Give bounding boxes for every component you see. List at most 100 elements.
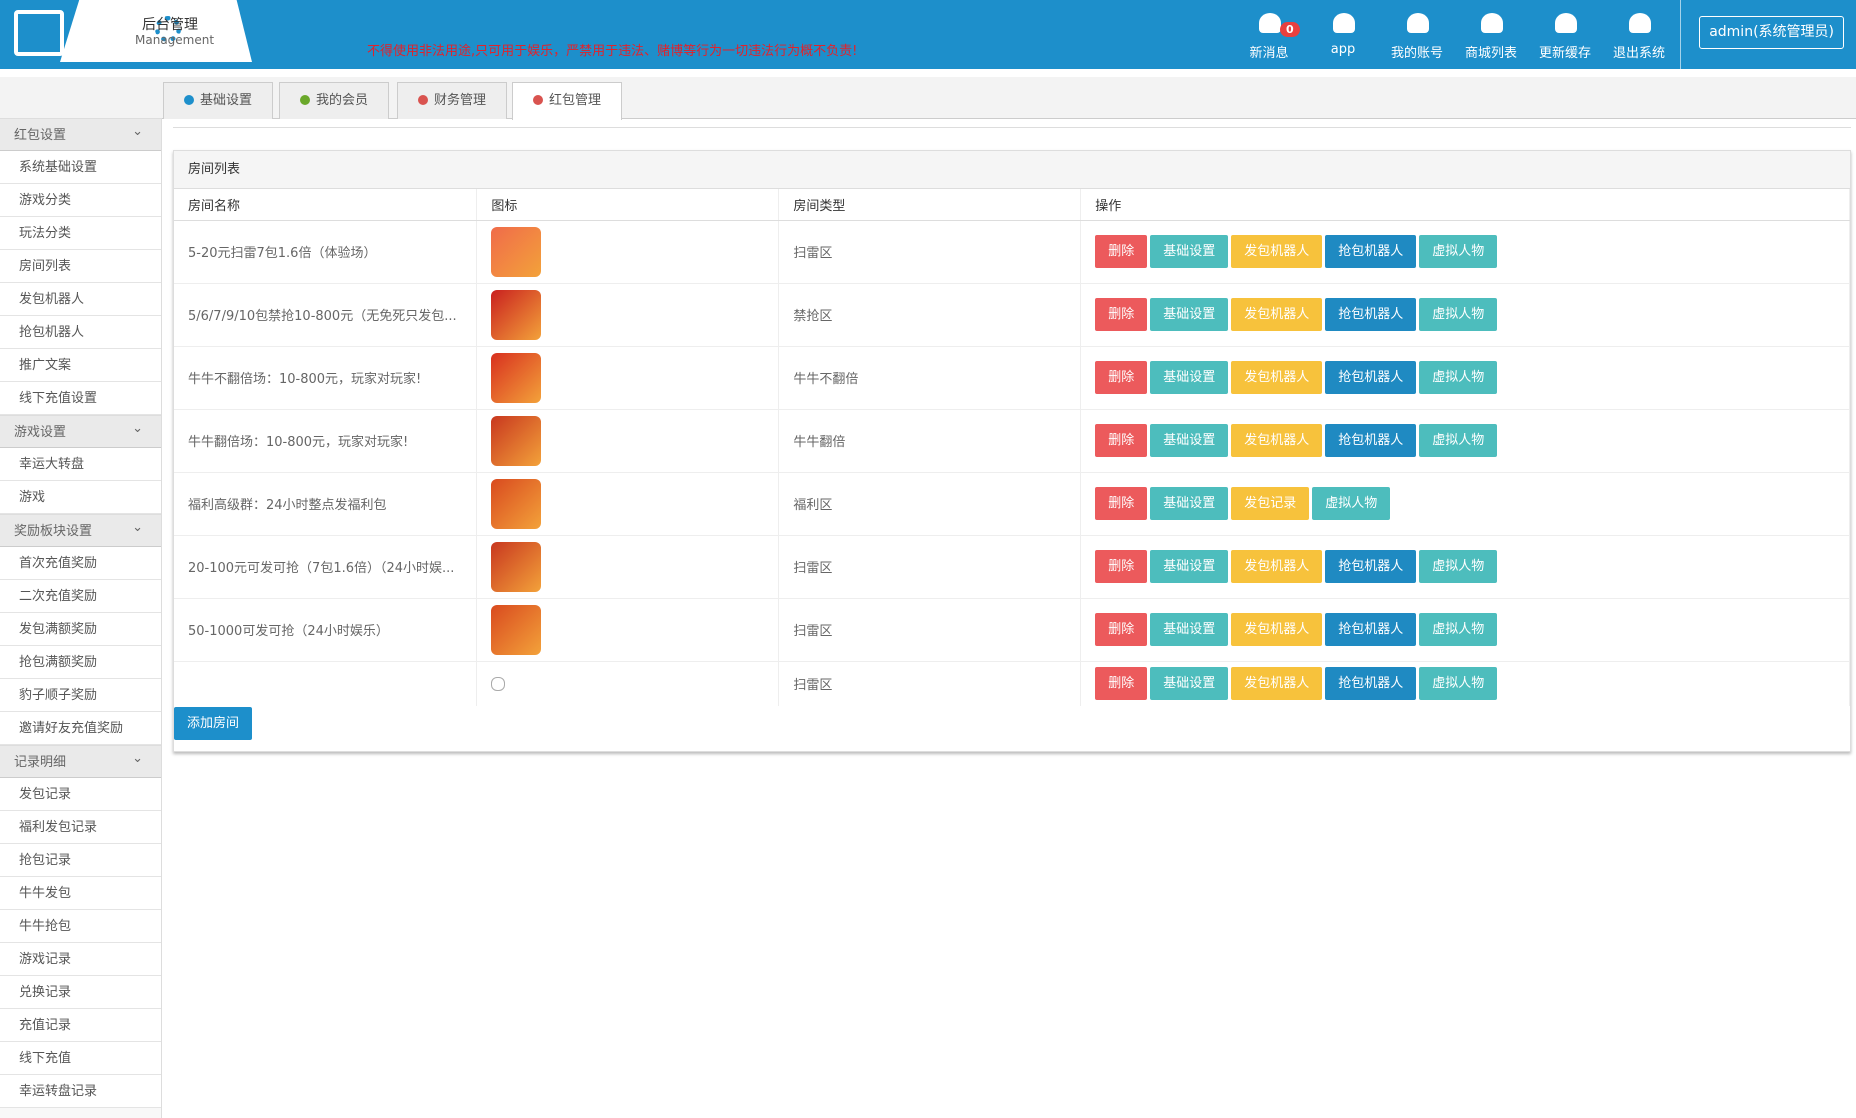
tab[interactable]: 我的会员: [279, 82, 390, 119]
sidebar-item[interactable]: 抢包记录: [0, 844, 161, 877]
action-button[interactable]: 发包机器人: [1231, 235, 1323, 268]
nav-item[interactable]: 退出系统: [1602, 0, 1676, 69]
column-header: 图标: [476, 189, 780, 221]
table-row: 5/6/7/9/10包禁抢10-800元（无免死只发包... 禁抢区 删除 基础设置发…: [174, 283, 1850, 347]
action-button[interactable]: 发包机器人: [1231, 298, 1323, 331]
panel: 房间列表 房间名称 图标 房间类型 操作 5-20元扫雷7包1.6倍（体验场） 扫雷区 删除…: [173, 150, 1851, 752]
action-button[interactable]: 虚拟人物: [1419, 667, 1498, 701]
action-button[interactable]: 抢包机器人: [1325, 298, 1417, 331]
action-button[interactable]: 基础设置: [1150, 235, 1229, 268]
sidebar-item[interactable]: 兑换记录: [0, 976, 161, 1009]
action-button[interactable]: 发包记录: [1231, 487, 1310, 520]
sidebar-item[interactable]: 发包满额奖励: [0, 613, 161, 646]
action-button[interactable]: 虚拟人物: [1419, 361, 1498, 394]
action-button[interactable]: 基础设置: [1150, 298, 1229, 331]
action-button[interactable]: 删除: [1095, 667, 1148, 701]
sidebar-item[interactable]: 豹子顺子奖励: [0, 679, 161, 712]
action-button[interactable]: 基础设置: [1150, 424, 1229, 457]
action-button[interactable]: 发包机器人: [1231, 667, 1323, 701]
sidebar-item[interactable]: 发包机器人: [0, 283, 161, 316]
nav-item[interactable]: app: [1306, 0, 1380, 69]
nav-item[interactable]: 商城列表: [1454, 0, 1528, 69]
room-icon: [491, 676, 506, 691]
sidebar-item[interactable]: 邀请好友充值奖励: [0, 712, 161, 745]
nav-item[interactable]: 我的账号: [1380, 0, 1454, 69]
action-button[interactable]: 虚拟人物: [1419, 424, 1498, 457]
action-button[interactable]: 删除: [1095, 550, 1148, 583]
add-button[interactable]: 添加房间: [174, 707, 253, 740]
action-button[interactable]: 删除: [1095, 361, 1148, 394]
sidebar-item[interactable]: 推广文案: [0, 349, 161, 382]
sidebar-group[interactable]: 游戏设置: [0, 412, 161, 448]
tab-bar: 基础设置 我的会员 财务管理 红包管理: [0, 77, 1856, 120]
sidebar-item[interactable]: 二次充值奖励: [0, 580, 161, 613]
tab-icon: [184, 95, 194, 105]
sidebar-item[interactable]: 系统基础设置: [0, 151, 161, 184]
action-button[interactable]: 虚拟人物: [1419, 613, 1498, 646]
room-type: 扫雷区: [778, 220, 1082, 284]
actions-cell: 删除 基础设置 发包机器人 抢包机器人 虚拟人物: [1080, 535, 1850, 599]
action-button[interactable]: 虚拟人物: [1419, 298, 1498, 331]
sidebar-item[interactable]: 线下充值设置: [0, 382, 161, 415]
room-icon: [491, 541, 542, 592]
sidebar-item[interactable]: 抢包机器人: [0, 316, 161, 349]
sidebar-group[interactable]: 红包设置: [0, 115, 161, 151]
action-button[interactable]: 虚拟人物: [1419, 235, 1498, 268]
icon-cell: [476, 220, 780, 284]
action-button[interactable]: 虚拟人物: [1419, 550, 1498, 583]
action-button[interactable]: 抢包机器人: [1325, 550, 1417, 583]
sidebar-item[interactable]: 发包记录: [0, 778, 161, 811]
actions-cell: 删除 基础设置 发包记录 虚拟人物: [1080, 472, 1850, 536]
action-button[interactable]: 基础设置: [1150, 361, 1229, 394]
action-button[interactable]: 抢包机器人: [1325, 235, 1417, 268]
nav-icon: [1555, 13, 1577, 33]
sidebar-item[interactable]: 牛牛抢包: [0, 910, 161, 943]
sidebar-item[interactable]: 幸运转盘记录: [0, 1075, 161, 1108]
sidebar-item[interactable]: 抢包满额奖励: [0, 646, 161, 679]
action-button[interactable]: 基础设置: [1150, 613, 1229, 646]
actions-cell: 删除 基础设置 发包机器人 抢包机器人 虚拟人物: [1080, 283, 1850, 347]
icon-cell: [476, 283, 780, 347]
user-button[interactable]: admin(系统管理员): [1699, 16, 1844, 49]
sidebar-item[interactable]: 玩法分类: [0, 217, 161, 250]
sidebar-item[interactable]: 牛牛发包: [0, 877, 161, 910]
sidebar-item[interactable]: 游戏: [0, 481, 161, 514]
action-button[interactable]: 基础设置: [1150, 550, 1229, 583]
tab[interactable]: 财务管理: [397, 82, 508, 119]
tab[interactable]: 基础设置: [163, 82, 274, 119]
action-button[interactable]: 发包机器人: [1231, 424, 1323, 457]
sidebar-item[interactable]: 首次充值奖励: [0, 547, 161, 580]
action-button[interactable]: 删除: [1095, 235, 1148, 268]
sidebar-item[interactable]: 房间列表: [0, 250, 161, 283]
sidebar-item[interactable]: 福利发包记录: [0, 811, 161, 844]
action-button[interactable]: 抢包机器人: [1325, 361, 1417, 394]
nav-item[interactable]: 新消息 0: [1232, 0, 1306, 69]
room-icon: [491, 289, 542, 340]
sidebar-item[interactable]: 充值记录: [0, 1009, 161, 1042]
sidebar-item[interactable]: 幸运大转盘: [0, 448, 161, 481]
panel-title: 房间列表: [174, 151, 1850, 189]
action-button[interactable]: 删除: [1095, 298, 1148, 331]
column-header: 房间类型: [778, 189, 1082, 221]
action-button[interactable]: 发包机器人: [1231, 613, 1323, 646]
action-button[interactable]: 删除: [1095, 424, 1148, 457]
action-button[interactable]: 抢包机器人: [1325, 667, 1417, 701]
tab[interactable]: 红包管理: [512, 82, 623, 120]
action-button[interactable]: 抢包机器人: [1325, 613, 1417, 646]
sidebar-item[interactable]: 游戏分类: [0, 184, 161, 217]
table-row: 扫雷区 删除 基础设置 发包机器人 抢包机器人 虚拟人物: [174, 661, 1850, 706]
action-button[interactable]: 删除: [1095, 487, 1148, 520]
action-button[interactable]: 基础设置: [1150, 487, 1229, 520]
action-button[interactable]: 基础设置: [1150, 667, 1229, 701]
action-button[interactable]: 发包机器人: [1231, 550, 1323, 583]
action-button[interactable]: 抢包机器人: [1325, 424, 1417, 457]
sidebar-item[interactable]: 游戏记录: [0, 943, 161, 976]
action-button[interactable]: 删除: [1095, 613, 1148, 646]
sidebar-group[interactable]: 奖励板块设置: [0, 511, 161, 547]
action-button[interactable]: 虚拟人物: [1312, 487, 1391, 520]
sidebar-item[interactable]: 线下充值: [0, 1042, 161, 1075]
nav-item[interactable]: 更新缓存: [1528, 0, 1602, 69]
sidebar-group[interactable]: 记录明细: [0, 742, 161, 778]
action-button[interactable]: 发包机器人: [1231, 361, 1323, 394]
room-type: 禁抢区: [778, 283, 1082, 347]
